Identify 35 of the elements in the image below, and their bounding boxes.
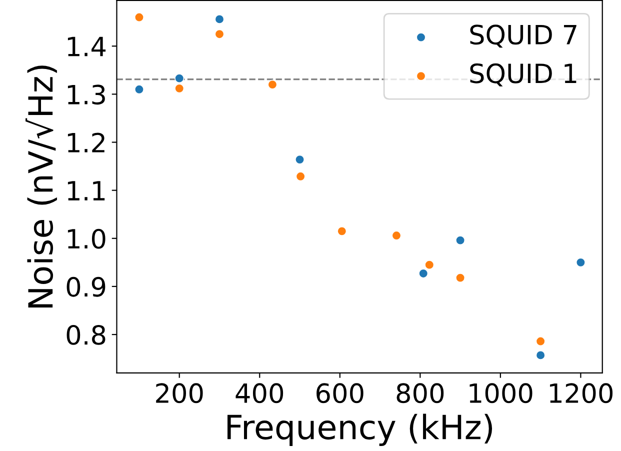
x-tick-label: 1000 [470, 383, 532, 404]
y-tick-label: 0.9 [66, 276, 106, 297]
point [536, 336, 546, 346]
point [174, 74, 184, 84]
y-tick-label: 1.3 [68, 84, 105, 105]
y-tick-label: 1.4 [68, 36, 106, 56]
x-tick-label: 800 [396, 383, 444, 404]
y-tick-label: 1.0 [68, 228, 106, 249]
x-tick-label: 600 [316, 383, 364, 404]
point [424, 260, 434, 270]
y-tick-label: 1.1 [68, 181, 105, 200]
point [214, 14, 224, 24]
x-tick-label: 1200 [550, 383, 613, 404]
y-tick-label: 0.8 [66, 324, 106, 345]
point [214, 29, 224, 39]
legend-label: SQUID 7 [470, 24, 576, 48]
point [134, 12, 144, 22]
point [134, 84, 144, 94]
point [418, 268, 428, 278]
x-tick-label: 200 [156, 383, 203, 404]
y-axis-title: Noise (nV/√Hz) [26, 66, 57, 308]
point [174, 84, 184, 94]
x-axis-title: Frequency (kHz) [227, 414, 492, 446]
x-tick-label: 400 [236, 383, 284, 404]
point [392, 230, 402, 240]
point [337, 226, 347, 236]
point [536, 350, 546, 360]
point [455, 272, 466, 283]
point [576, 258, 586, 268]
point [294, 154, 305, 164]
point [455, 236, 466, 246]
y-tick-label: 1.2 [68, 132, 104, 152]
point [268, 80, 278, 90]
legend-label: SQUID 1 [470, 63, 576, 86]
point [296, 172, 306, 182]
